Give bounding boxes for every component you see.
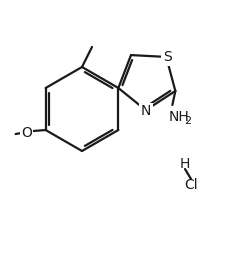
Text: 2: 2 <box>184 116 191 126</box>
Text: S: S <box>163 50 172 64</box>
Text: NH: NH <box>168 110 189 124</box>
Text: H: H <box>180 157 190 171</box>
Text: O: O <box>21 126 32 140</box>
Text: N: N <box>141 104 151 118</box>
Text: Cl: Cl <box>184 178 198 192</box>
